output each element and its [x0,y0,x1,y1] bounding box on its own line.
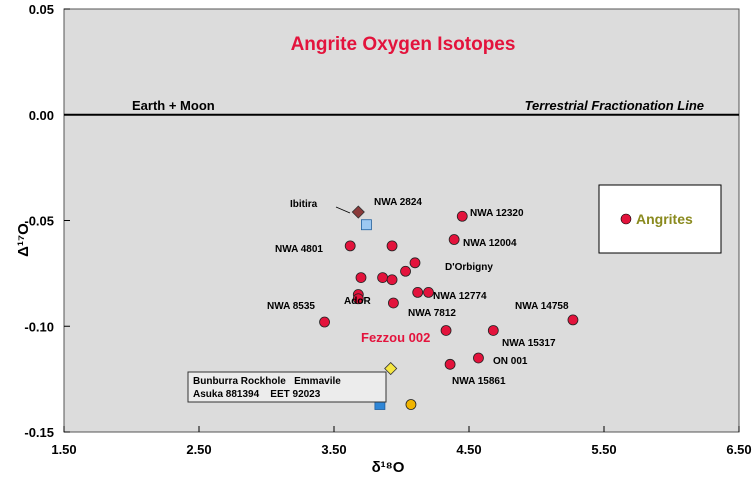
x-tick-label: 6.50 [726,442,751,457]
key-box-line1: Bunburra Rockhole Emmavile [193,376,341,387]
point-angrites-8 [400,265,411,277]
point-angrites-12 [387,297,399,309]
x-axis-ticks: 1.50 2.50 3.50 4.50 5.50 6.50 [51,426,752,457]
x-tick-label: 5.50 [591,442,616,457]
point-angrites-13 [412,287,424,298]
point-angrites-11 [352,293,364,305]
y-tick-label: -0.05 [24,214,54,229]
point-ibitira [351,205,365,219]
point-labels: Ibitira NWA 2824 NWA 12320 NWA 4801 NWA … [267,197,569,387]
label-nwa-12320: NWA 12320 [470,208,524,219]
point-angrites-1 [344,240,356,252]
point-angrites-2 [386,240,398,252]
y-axis-title: Δ¹⁷O [15,223,32,257]
x-tick-label: 3.50 [321,442,346,457]
point-angrites-4 [448,234,460,245]
label-nwa-15861: NWA 15861 [452,376,506,387]
key-box-line2: Asuka 881394 EET 92023 [193,389,321,400]
chart-title: Angrite Oxygen Isotopes [291,34,516,55]
label-on-001: ON 001 [493,356,528,367]
x-tick-label: 1.50 [51,442,76,457]
y-tick-label: -0.10 [24,319,54,334]
key-box [187,371,387,403]
point-angrites-19 [473,352,484,364]
point-angrites-15 [319,316,330,328]
label-nwa-14758: NWA 14758 [515,301,569,312]
point-angrites-20 [444,358,456,370]
label-nwa-2824: NWA 2824 [374,197,422,208]
y-axis-ticks: 0.05 0.00 -0.05 -0.10 -0.15 [24,2,70,440]
label-ador: AdoR [344,296,371,307]
point-angrites-14 [423,287,434,298]
point-angrites-6 [377,272,389,284]
y-tick-label: 0.05 [29,2,54,17]
point-nwa-2824 [360,219,372,231]
point-angrites-3 [456,210,468,222]
label-nwa-12004: NWA 12004 [463,238,517,249]
point-angrites-16 [440,325,452,336]
label-nwa-15317: NWA 15317 [502,338,556,349]
x-tick-label: 2.50 [186,442,211,457]
label-nwa-7812: NWA 7812 [408,308,456,319]
x-tick-label: 4.50 [456,442,481,457]
tfl-label: Terrestrial Fractionation Line [525,98,704,113]
y-tick-label: -0.15 [24,425,54,440]
label-nwa-8535: NWA 8535 [267,301,315,312]
point-fezzou-002 [384,361,398,376]
point-eet-92023 [405,399,417,410]
ibitira-leader-line [335,206,351,214]
label-dorbigny: D'Orbigny [445,262,493,273]
legend-angrites-label: Angrites [636,211,693,227]
x-axis-title: δ¹⁸O [372,459,405,476]
y-tick-label: 0.00 [29,108,54,123]
label-fezzou-002: Fezzou 002 [361,330,430,345]
label-nwa-12774: NWA 12774 [433,291,487,302]
point-angrites-17 [487,325,499,336]
label-nwa-4801: NWA 4801 [275,244,323,255]
point-angrites-5 [355,272,367,284]
point-angrites-7 [386,274,398,286]
point-angrites-18 [567,314,579,326]
legend-angrites-marker [620,213,632,225]
data-points [319,205,579,410]
point-angrites-9 [409,257,421,269]
label-ibitira: Ibitira [290,199,318,210]
legend-box [598,184,722,254]
earth-moon-label: Earth + Moon [132,98,215,113]
